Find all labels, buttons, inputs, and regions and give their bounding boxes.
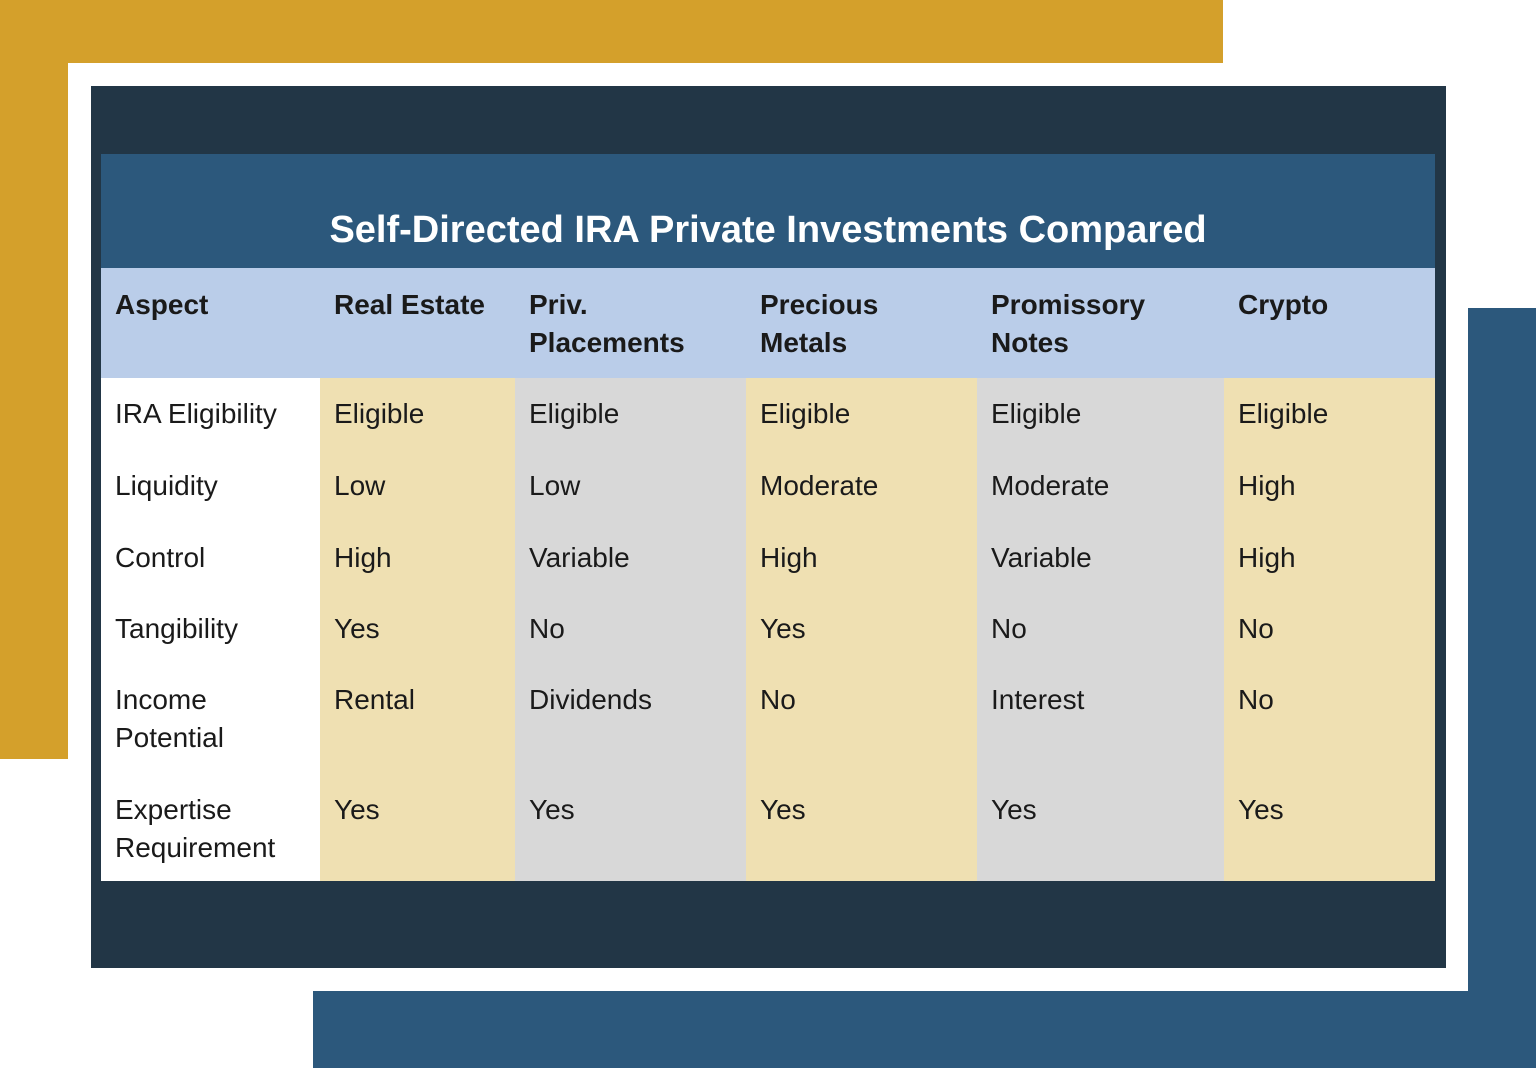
table-cell: High (320, 522, 515, 593)
header-promissory-notes: Promissory Notes (977, 268, 1224, 378)
table-row: Tangibility Yes No Yes No No (101, 593, 1435, 664)
row-label: Expertise Requirement (101, 774, 320, 881)
table-cell: Eligible (515, 378, 746, 451)
table-row: Income Potential Rental Dividends No Int… (101, 664, 1435, 774)
row-label: Liquidity (101, 451, 320, 522)
table-cell: No (1224, 593, 1435, 664)
table-cell: No (977, 593, 1224, 664)
row-label: Income Potential (101, 664, 320, 774)
table-cell: High (1224, 451, 1435, 522)
table-cell: Low (515, 451, 746, 522)
header-priv-placements: Priv. Placements (515, 268, 746, 378)
table-cell: Yes (746, 593, 977, 664)
header-real-estate: Real Estate (320, 268, 515, 378)
comparison-table: Aspect Real Estate Priv. Placements Prec… (101, 268, 1435, 881)
table-cell: Yes (320, 774, 515, 881)
table-cell: Eligible (1224, 378, 1435, 451)
table-cell: No (1224, 664, 1435, 774)
table-cell: No (746, 664, 977, 774)
table-row: Control High Variable High Variable High (101, 522, 1435, 593)
table-cell: Yes (746, 774, 977, 881)
table-cell: Rental (320, 664, 515, 774)
table-cell: Interest (977, 664, 1224, 774)
header-precious-metals: Precious Metals (746, 268, 977, 378)
table-cell: High (1224, 522, 1435, 593)
table-cell: Moderate (977, 451, 1224, 522)
comparison-card: Self-Directed IRA Private Investments Co… (101, 154, 1435, 881)
header-aspect: Aspect (101, 268, 320, 378)
row-label: Control (101, 522, 320, 593)
table-row: IRA Eligibility Eligible Eligible Eligib… (101, 378, 1435, 451)
table-cell: Yes (320, 593, 515, 664)
row-label: IRA Eligibility (101, 378, 320, 451)
table-row: Liquidity Low Low Moderate Moderate High (101, 451, 1435, 522)
table-cell: Moderate (746, 451, 977, 522)
table-cell: Yes (977, 774, 1224, 881)
table-cell: Yes (1224, 774, 1435, 881)
table-title: Self-Directed IRA Private Investments Co… (101, 154, 1435, 268)
header-crypto: Crypto (1224, 268, 1435, 378)
table-cell: Eligible (746, 378, 977, 451)
table-cell: Variable (977, 522, 1224, 593)
decorative-blue-strip-right (1468, 308, 1536, 1068)
table-cell: Eligible (320, 378, 515, 451)
row-label: Tangibility (101, 593, 320, 664)
table-cell: No (515, 593, 746, 664)
table-cell: Yes (515, 774, 746, 881)
table-cell: Low (320, 451, 515, 522)
table-cell: Eligible (977, 378, 1224, 451)
table-cell: Variable (515, 522, 746, 593)
header-row: Aspect Real Estate Priv. Placements Prec… (101, 268, 1435, 378)
table-row: Expertise Requirement Yes Yes Yes Yes Ye… (101, 774, 1435, 881)
table-cell: Dividends (515, 664, 746, 774)
table-cell: High (746, 522, 977, 593)
decorative-blue-strip-bottom (313, 991, 1536, 1068)
